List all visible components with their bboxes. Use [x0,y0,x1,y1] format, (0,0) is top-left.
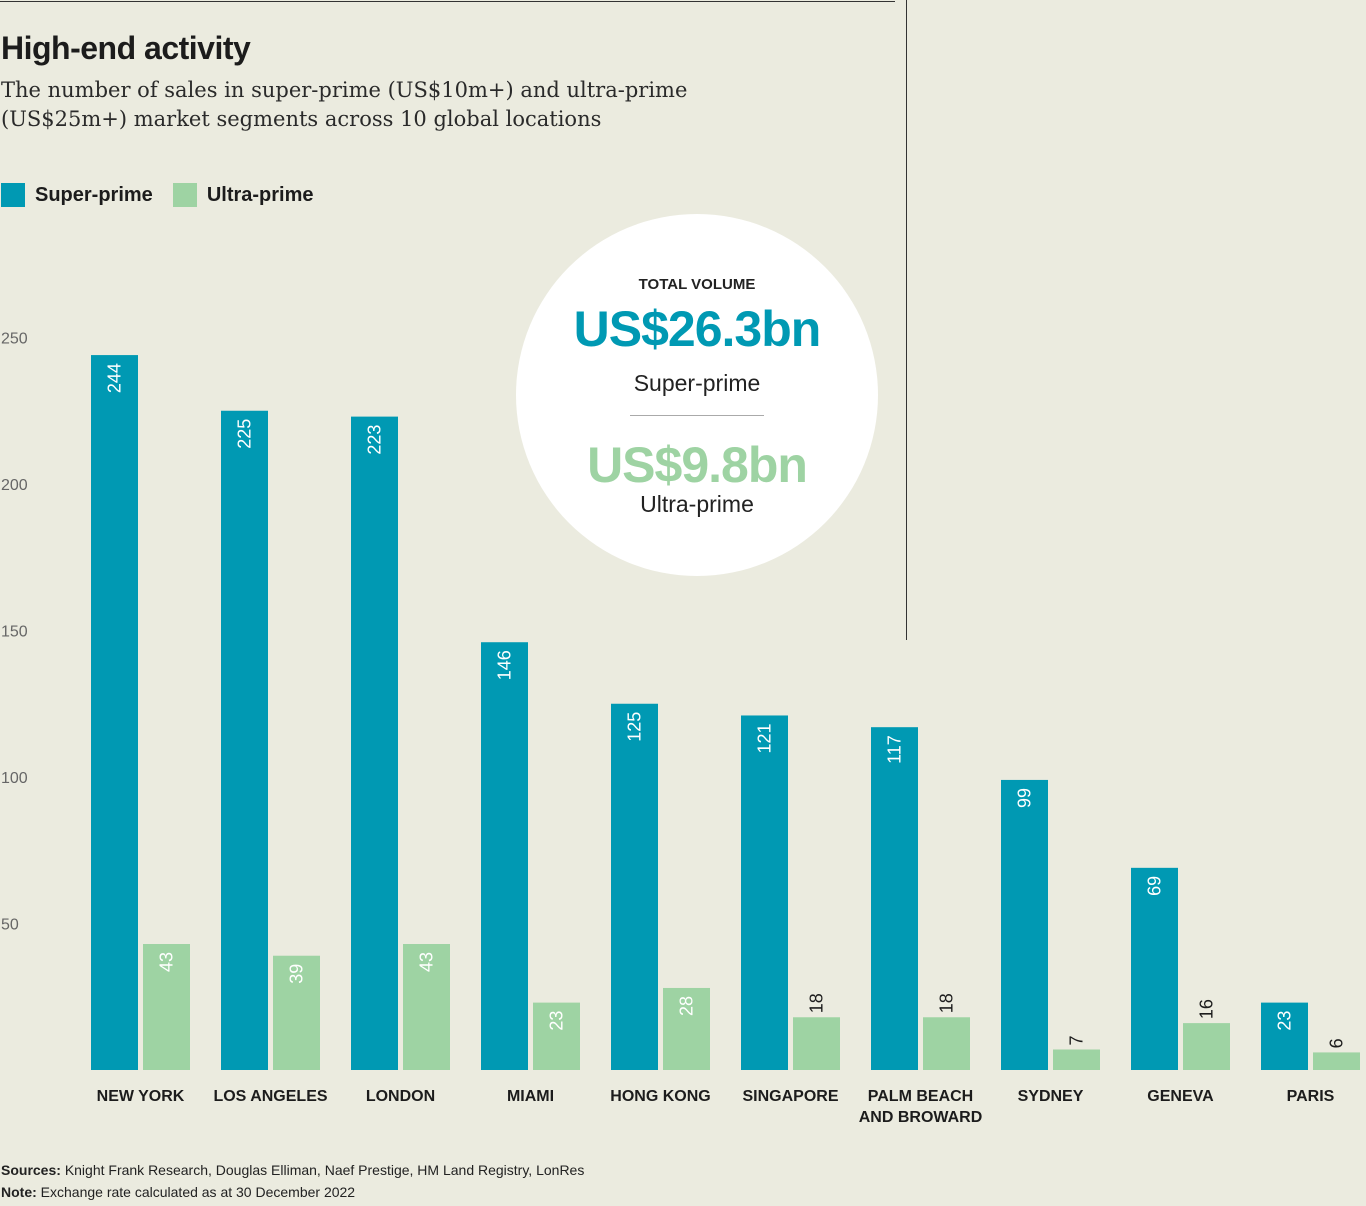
super-prime-bar [221,410,268,1070]
bar-value-label: 6 [1327,1038,1347,1048]
ultra-prime-bar [1183,1023,1230,1070]
category-label: LOS ANGELES [213,1088,327,1105]
bar-value-label: 223 [365,425,385,455]
note-label: Note: [1,1184,37,1200]
y-tick-label: 150 [1,624,28,641]
sources-line: Sources: Knight Frank Research, Douglas … [1,1162,584,1178]
bar-value-label: 99 [1015,788,1035,808]
super-prime-bar [871,727,918,1070]
bar-value-label: 16 [1197,999,1217,1019]
bar-value-label: 43 [417,952,437,972]
bar-value-label: 43 [157,952,177,972]
super-prime-bar [1131,867,1178,1070]
callout-divider [630,415,764,416]
super-prime-total: US$26.3bn [573,301,822,357]
bar-value-label: 18 [807,993,827,1013]
super-prime-bar [351,416,398,1070]
y-tick-label: 100 [1,770,28,787]
y-tick-label: 250 [1,331,28,348]
bar-value-label: 39 [287,964,307,984]
super-prime-bar [1261,1002,1308,1070]
bar-value-label: 121 [755,723,775,753]
category-label: SYDNEY [1018,1088,1084,1105]
bar-value-label: 244 [105,363,125,393]
category-label: AND BROWARD [859,1109,983,1126]
category-label: MIAMI [507,1088,554,1105]
ultra-prime-bar [403,944,450,1070]
vertical-rule [906,0,907,640]
ultra-prime-bar [1313,1052,1360,1070]
bar-value-label: 23 [1275,1011,1295,1031]
bar-value-label: 125 [625,712,645,742]
bar-value-label: 28 [677,996,697,1016]
category-label: NEW YORK [97,1088,185,1105]
category-label: LONDON [366,1088,435,1105]
bar-value-label: 18 [937,993,957,1013]
legend-item-super-prime: Super-prime [1,183,153,207]
category-label: PALM BEACH [868,1088,973,1105]
bar-chart: 50 100 150 200 250 244 43 NEW YORK 225 39 LOS ANGE… [1,331,1360,1126]
super-prime-total-label: Super-prime [633,370,761,396]
super-prime-bar [1001,779,1048,1070]
ultra-prime-bar [1053,1049,1100,1070]
super-prime-bar [481,642,528,1070]
category-label: SINGAPORE [742,1088,838,1105]
bar-value-label: 69 [1145,876,1165,896]
y-tick-label: 200 [1,477,28,494]
ultra-prime-bar [663,987,710,1070]
super-prime-bar [611,703,658,1070]
category-label: GENEVA [1147,1088,1214,1105]
note-text: Exchange rate calculated as at 30 Decemb… [40,1184,356,1200]
top-rule [0,1,895,2]
bar-value-label: 225 [235,419,255,449]
ultra-prime-legend-label: Ultra-prime [206,183,314,206]
category-label: PARIS [1287,1088,1335,1105]
legend: Super-prime Ultra-prime [1,183,334,207]
ultra-prime-bar [793,1017,840,1070]
chart-title: High-end activity [1,30,251,66]
super-prime-bar [91,355,138,1071]
super-prime-swatch [1,183,25,207]
ultra-prime-bar [273,955,320,1070]
ultra-prime-total-label: Ultra-prime [640,491,754,517]
ultra-prime-bar [143,944,190,1070]
total-volume-heading: TOTAL VOLUME [638,276,756,293]
bar-value-label: 146 [495,650,515,680]
ultra-prime-swatch [172,183,197,207]
ultra-prime-total: US$9.8bn [587,437,808,493]
super-prime-legend-label: Super-prime [35,183,153,206]
total-volume-callout: TOTAL VOLUME US$26.3bn Super-prime US$9.… [516,214,878,576]
ultra-prime-bar [533,1002,580,1070]
bar-value-label: 23 [547,1011,567,1031]
sources-label: Sources: [1,1162,61,1178]
chart-subtitle: The number of sales in super-prime (US$1… [1,78,688,131]
legend-item-ultra-prime: Ultra-prime [172,183,314,207]
super-prime-bar [741,715,788,1070]
y-tick-label: 50 [1,917,19,934]
bar-value-label: 7 [1067,1035,1087,1045]
ultra-prime-bar [923,1017,970,1070]
sources-text: Knight Frank Research, Douglas Elliman, … [64,1162,585,1178]
note-line: Note: Exchange rate calculated as at 30 … [1,1184,355,1200]
bar-value-label: 117 [885,735,905,764]
category-label: HONG KONG [610,1088,710,1105]
